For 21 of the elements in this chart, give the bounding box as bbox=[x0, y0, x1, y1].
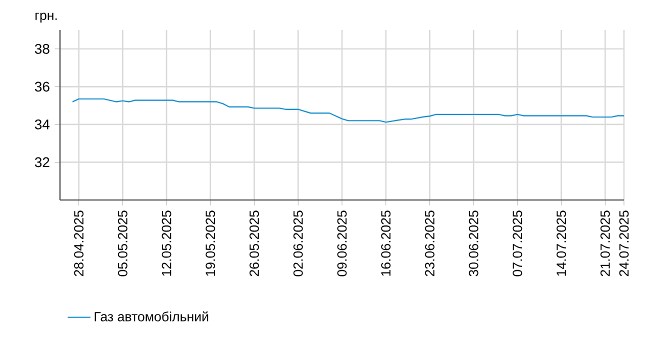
line-series bbox=[72, 98, 624, 123]
x-tick-label: 02.06.2025 bbox=[293, 210, 303, 276]
x-tick-label: 05.05.2025 bbox=[118, 210, 128, 276]
x-tick-label: 09.06.2025 bbox=[337, 210, 347, 276]
x-tick-label: 12.05.2025 bbox=[162, 210, 172, 276]
x-tick-label: 30.06.2025 bbox=[468, 210, 478, 276]
x-tick-label: 28.04.2025 bbox=[74, 210, 84, 276]
x-tick-label: 23.06.2025 bbox=[425, 210, 434, 276]
x-tick-label: 19.05.2025 bbox=[206, 210, 216, 276]
x-tick-label: 16.06.2025 bbox=[381, 210, 391, 276]
x-tick-label: 14.07.2025 bbox=[556, 210, 566, 276]
y-axis-title: грн. bbox=[36, 12, 57, 23]
y-tick-label: 38 bbox=[34, 44, 50, 54]
x-tick-label: 07.07.2025 bbox=[512, 210, 522, 276]
legend-label: Газ автомобільний bbox=[94, 311, 208, 322]
y-tick-label: 34 bbox=[34, 120, 50, 130]
x-tick-label: 26.05.2025 bbox=[250, 210, 259, 276]
x-tick-label: 24.07.2025 bbox=[619, 210, 629, 276]
y-tick-label: 32 bbox=[34, 157, 50, 168]
x-tick-label: 21.07.2025 bbox=[600, 210, 610, 276]
y-tick-label: 36 bbox=[34, 82, 50, 92]
